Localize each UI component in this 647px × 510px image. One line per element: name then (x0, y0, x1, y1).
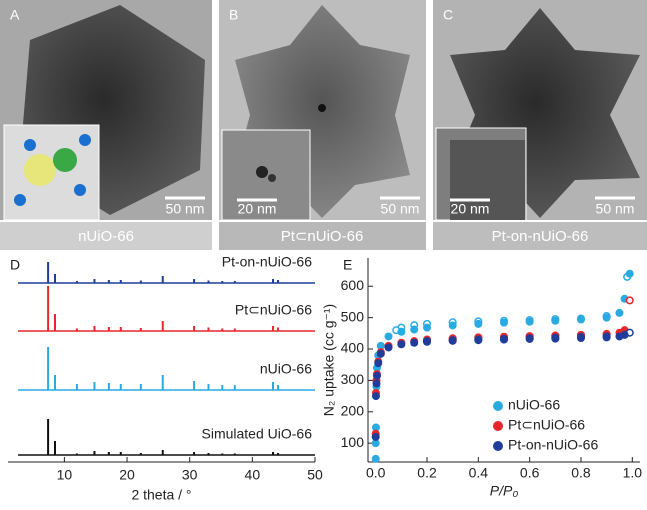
legend-label: nUiO-66 (508, 397, 560, 413)
adsorption-point (551, 316, 560, 325)
adsorption-point (372, 379, 381, 388)
adsorption-point (423, 337, 432, 346)
crystal-edge (450, 140, 525, 220)
adsorption-point (525, 334, 534, 343)
y-tick-label: 600 (341, 277, 365, 293)
cluster (14, 194, 26, 206)
panel-c: C 20 nm 50 nm Pt-on-nUiO-66 (433, 0, 647, 250)
adsorption-point (500, 335, 508, 344)
x-tick-label: 0.0 (366, 465, 386, 481)
adsorption-point (371, 423, 380, 432)
desorption-point (625, 296, 634, 305)
legend-label: Pt⊂nUiO-66 (508, 417, 585, 433)
panel-label: B (229, 7, 238, 23)
scale-label: 20 nm (238, 201, 277, 217)
adsorption-point (371, 439, 380, 448)
cluster (24, 139, 36, 151)
adsorption-point (372, 371, 381, 380)
x-tick-label: 0.2 (417, 465, 437, 481)
y-tick-label: 400 (341, 340, 365, 356)
adsorption-point (576, 334, 585, 343)
legend-marker (493, 421, 503, 431)
panel-a: A 50 nm nUiO-66 (0, 0, 212, 250)
trace-label: Pt-on-nUiO-66 (222, 254, 312, 270)
legend-marker (493, 441, 503, 451)
scale-label: 20 nm (451, 201, 490, 217)
x-axis-label: 2 theta / ° (131, 487, 191, 503)
particle (268, 174, 276, 182)
x-tick-label: 0.4 (469, 465, 489, 481)
trace-label: Pt⊂nUiO-66 (235, 302, 312, 318)
particle (318, 104, 326, 112)
pore (24, 154, 56, 186)
adsorption-point (576, 315, 585, 324)
x-tick-label: 10 (57, 467, 73, 483)
panel-b: B 20 nm 50 nm Pt⊂nUiO-66 (219, 0, 426, 250)
adsorption-point (371, 432, 380, 441)
caption: nUiO-66 (78, 228, 134, 245)
adsorption-point (397, 340, 406, 349)
y-tick-label: 200 (341, 402, 365, 418)
adsorption-point (376, 349, 385, 358)
trace-label: Simulated UiO-66 (202, 426, 313, 442)
y-tick-label: 300 (341, 371, 365, 387)
panel-label: D (10, 257, 20, 273)
caption: Pt-on-nUiO-66 (492, 228, 589, 245)
caption-bar (0, 222, 212, 250)
adsorption-point (410, 325, 419, 334)
adsorption-point (384, 343, 393, 352)
x-tick-label: 30 (182, 467, 198, 483)
legend-label: Pt-on-nUiO-66 (508, 437, 598, 453)
adsorption-point (620, 330, 629, 339)
adsorption-point (448, 336, 457, 345)
adsorption-point (374, 359, 383, 368)
cluster (74, 184, 86, 196)
adsorption-point (384, 332, 393, 341)
adsorption-point (602, 313, 611, 322)
adsorption-point (448, 321, 457, 330)
caption-bar (219, 222, 426, 250)
panel-label: A (10, 7, 20, 23)
y-axis-label: N₂ uptake (cc g⁻¹) (321, 304, 337, 416)
cluster (79, 134, 91, 146)
adsorption-point (474, 336, 483, 345)
caption-bar (433, 222, 647, 250)
x-tick-label: 0.6 (520, 465, 540, 481)
panel-label: C (443, 7, 453, 23)
adsorption-point (474, 319, 483, 328)
x-tick-label: 0.8 (571, 465, 591, 481)
adsorption-point (625, 269, 634, 278)
adsorption-point (423, 323, 432, 332)
x-tick-label: 20 (119, 467, 135, 483)
adsorption-point (615, 308, 624, 317)
x-axis-label: P/P₀ (490, 483, 519, 499)
adsorption-point (371, 454, 380, 463)
adsorption-point (551, 334, 560, 343)
scale-label: 50 nm (596, 201, 635, 217)
y-tick-label: 500 (341, 308, 365, 324)
trace-label: nUiO-66 (260, 361, 312, 377)
x-tick-label: 1.0 (623, 465, 643, 481)
x-tick-label: 40 (245, 467, 261, 483)
adsorption-point (525, 317, 534, 326)
scale-label: 50 nm (166, 201, 205, 217)
x-tick-label: 50 (307, 467, 323, 483)
panel-label: E (343, 257, 352, 273)
scale-label: 50 nm (381, 201, 420, 217)
adsorption-point (376, 341, 385, 350)
pore (53, 148, 77, 172)
particle (256, 166, 268, 178)
caption: Pt⊂nUiO-66 (281, 228, 364, 245)
adsorption-point (602, 333, 611, 342)
adsorption-point (397, 327, 406, 336)
legend-marker (493, 401, 503, 411)
adsorption-point (371, 392, 380, 401)
y-tick-label: 100 (341, 434, 365, 450)
adsorption-point (500, 318, 508, 327)
adsorption-point (410, 338, 419, 347)
